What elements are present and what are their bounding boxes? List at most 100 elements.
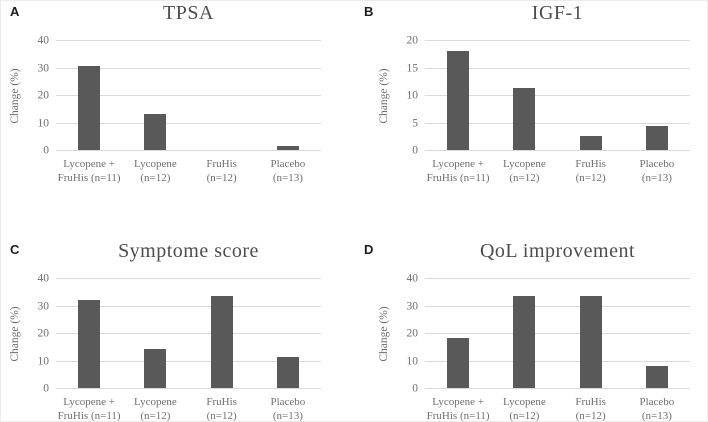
x-category-line: (n=13) (272, 410, 303, 422)
x-category-line: (n=12) (575, 410, 606, 422)
x-category-line: (n=12) (140, 410, 171, 422)
panel-c-chart: C Symptome score Change (%) 0 10 20 30 40 Ly… (1, 239, 355, 422)
gridline (56, 150, 321, 151)
gridline (425, 388, 690, 389)
panel-d-chart: D QoL improvement Change (%) 0 10 20 30 40 L… (355, 239, 707, 422)
y-tick-label: 0 (412, 144, 418, 157)
bar-lycopene (144, 348, 167, 388)
panel-letter: C (10, 242, 20, 257)
bar-fruhis (579, 296, 602, 388)
gridline (56, 95, 321, 96)
bar-placebo (276, 145, 299, 150)
x-category-line: Lycopene (133, 396, 177, 408)
x-category-line: FruHis (n=11) (426, 172, 490, 185)
y-tick-label: 0 (43, 144, 49, 157)
panel-a-chart: A TPSA Change (%) 0 10 20 30 40 Lycopene + Fr… (1, 1, 355, 212)
x-category-line: (n=12) (206, 172, 237, 185)
gridline (56, 67, 321, 69)
gridline (425, 150, 690, 151)
x-category-line: FruHis (206, 396, 237, 408)
bar-lycopene- (447, 51, 470, 150)
y-tick-label: 40 (37, 34, 50, 47)
gridline (56, 360, 321, 362)
gridline (425, 40, 690, 41)
y-tick-label: 10 (37, 354, 50, 367)
y-tick-label: 20 (37, 327, 50, 340)
y-tick-label: 10 (37, 116, 50, 129)
bar-placebo (276, 357, 299, 388)
bar-fruhis (210, 295, 233, 388)
y-tick-label: 20 (406, 327, 419, 340)
gridline (425, 122, 690, 124)
x-category-label: FruHis (n=12) (189, 157, 255, 186)
chart-title: QoL improvement (479, 240, 636, 262)
x-category-label: Placebo (n=13) (255, 157, 321, 186)
bar-lycopene- (447, 337, 470, 388)
gridline (425, 95, 690, 96)
x-category-label: FruHis (n=12) (558, 395, 624, 422)
panel-d-qol-improvement: D QoL improvement Change (%) 0 10 20 30 40 L… (355, 212, 707, 422)
y-tick-label: 10 (406, 354, 419, 367)
x-category-line: (n=12) (509, 410, 540, 422)
panel-a-tpsa: A TPSA Change (%) 0 10 20 30 40 Lycopene + Fr… (1, 1, 355, 212)
gridline (56, 122, 321, 124)
x-category-label: Lycopene (n=12) (491, 395, 557, 422)
bar-lycopene (144, 114, 167, 150)
x-category-line: FruHis (n=11) (426, 410, 490, 422)
x-category-line: (n=13) (641, 172, 672, 185)
panel-letter: D (364, 242, 374, 257)
y-tick-label: 30 (37, 61, 50, 74)
bar-lycopene- (78, 66, 101, 150)
gridline (56, 40, 321, 41)
gridline (56, 305, 321, 307)
gridline (425, 305, 690, 307)
plot-area: 0 10 20 30 40 (38, 273, 321, 394)
bar-fruhis (579, 136, 602, 150)
x-category-line: (n=12) (140, 172, 171, 185)
panel-b-igf1: B IGF-1 Change (%) 0 5 10 15 20 Lycopene + Fr… (355, 1, 707, 212)
chart-title: Symptome score (118, 240, 259, 262)
x-axis-labels: Lycopene + FruHis (n=11) Lycopene (n=12) Fru… (56, 395, 321, 422)
y-tick-label: 15 (406, 61, 419, 74)
x-category-line: Lycopene + (432, 396, 484, 408)
y-tick-label: 0 (412, 382, 418, 395)
gridline (425, 333, 690, 334)
bar-lycopene (513, 296, 536, 388)
x-axis-labels: Lycopene + FruHis (n=11) Lycopene (n=12) Fru… (425, 395, 690, 422)
gridline (425, 278, 690, 279)
x-category-line: Lycopene + (63, 158, 115, 170)
x-category-label: Placebo (n=13) (255, 395, 321, 422)
x-category-label: Lycopene + FruHis (n=11) (425, 395, 491, 422)
y-tick-label: 5 (412, 116, 418, 129)
panel-letter: A (10, 4, 20, 19)
panel-b-chart: B IGF-1 Change (%) 0 5 10 15 20 Lycopene + Fr… (355, 1, 707, 212)
x-category-line: FruHis (n=11) (57, 410, 121, 422)
panel-letter: B (364, 4, 374, 19)
plot-area: 0 10 20 30 40 (38, 35, 321, 156)
x-category-line: Placebo (270, 158, 306, 170)
plot-area: 0 10 20 30 40 (407, 273, 690, 394)
x-axis-labels: Lycopene + FruHis (n=11) Lycopene (n=12) Fru… (425, 157, 690, 186)
x-category-label: Lycopene (n=12) (491, 157, 557, 186)
x-category-line: (n=12) (206, 410, 237, 422)
y-tick-label: 40 (406, 272, 419, 285)
y-tick-label: 20 (37, 89, 50, 102)
chart-title: IGF-1 (531, 2, 584, 24)
y-tick-label: 10 (406, 89, 419, 102)
x-category-label: Lycopene + FruHis (n=11) (425, 157, 491, 186)
gridline (425, 67, 690, 69)
x-category-line: FruHis (n=11) (57, 172, 121, 185)
bar-lycopene- (78, 300, 101, 388)
x-category-line: FruHis (575, 158, 606, 170)
chart-title: TPSA (163, 2, 214, 24)
x-category-line: Placebo (270, 396, 306, 408)
x-category-line: FruHis (206, 158, 237, 170)
gridline (56, 388, 321, 389)
bar-placebo (645, 366, 668, 388)
x-category-line: (n=13) (641, 410, 672, 422)
x-category-line: Lycopene (133, 158, 177, 170)
x-category-label: Lycopene (n=12) (122, 395, 188, 422)
y-tick-label: 20 (406, 34, 419, 47)
x-category-line: (n=12) (509, 172, 540, 185)
